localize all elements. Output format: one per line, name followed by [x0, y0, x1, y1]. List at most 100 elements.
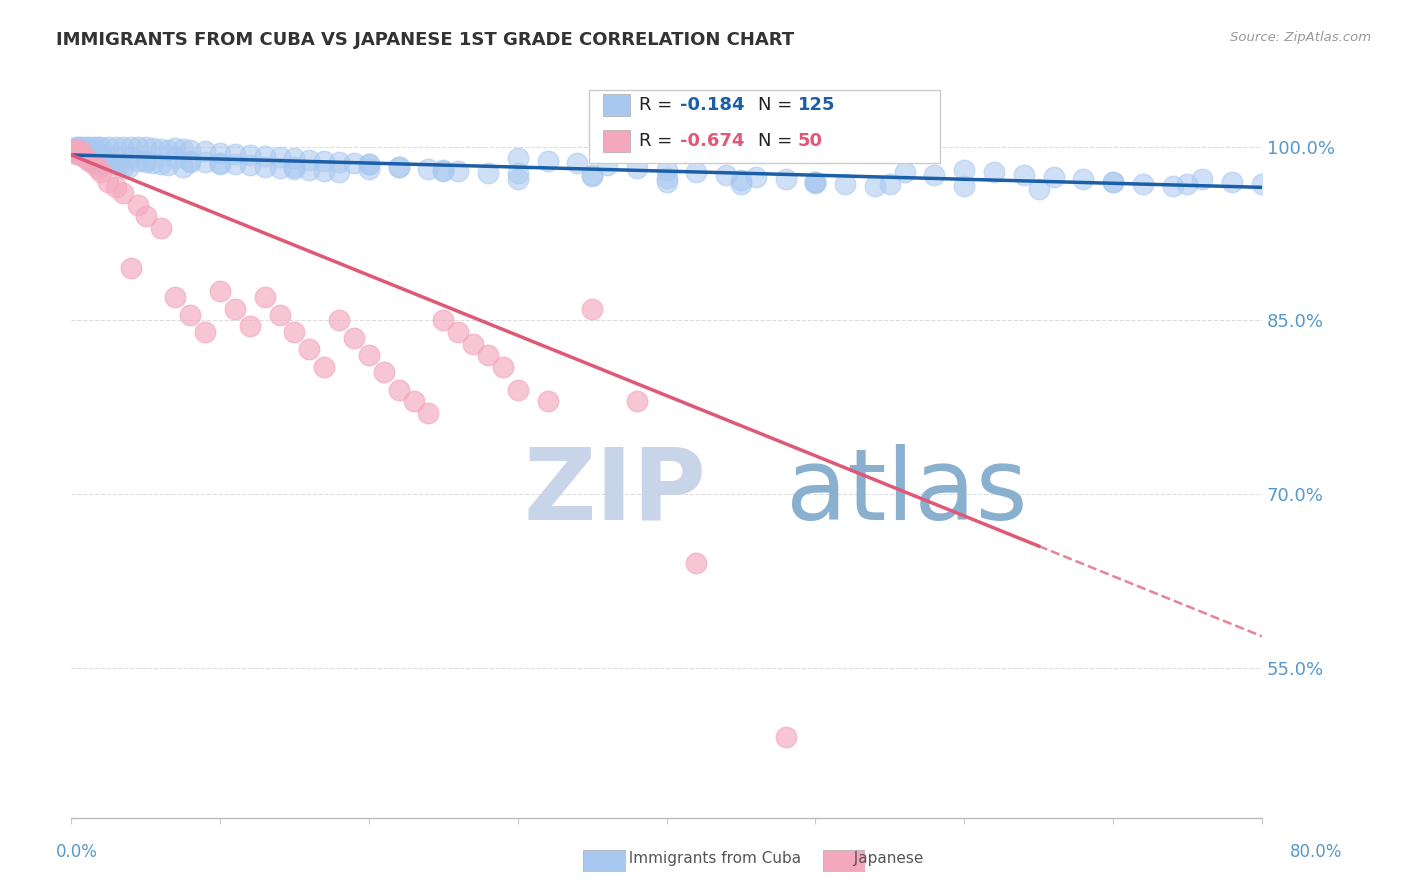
- Point: [120, 261, 142, 276]
- Point: [685, 557, 707, 571]
- Point: [283, 152, 305, 166]
- Point: [135, 140, 157, 154]
- Point: [775, 172, 797, 186]
- Text: atlas: atlas: [786, 443, 1028, 541]
- Point: [83, 157, 105, 171]
- Point: [84, 155, 107, 169]
- Point: [142, 141, 165, 155]
- Point: [194, 155, 217, 169]
- Text: Source: ZipAtlas.com: Source: ZipAtlas.com: [1230, 31, 1371, 45]
- Point: [655, 163, 678, 178]
- Point: [67, 144, 90, 158]
- Point: [804, 175, 827, 189]
- Point: [66, 145, 89, 160]
- Point: [432, 164, 454, 178]
- Point: [373, 366, 395, 380]
- Point: [1220, 175, 1243, 189]
- Point: [112, 140, 135, 154]
- Point: [626, 161, 648, 175]
- Point: [357, 157, 380, 171]
- Point: [127, 153, 149, 168]
- Point: [745, 169, 768, 184]
- Point: [269, 150, 291, 164]
- Point: [65, 145, 87, 159]
- Text: 50: 50: [797, 132, 823, 150]
- Point: [388, 160, 411, 174]
- Point: [87, 161, 110, 175]
- Point: [75, 150, 97, 164]
- Point: [70, 148, 93, 162]
- Point: [63, 145, 86, 159]
- Point: [581, 168, 603, 182]
- Point: [1177, 177, 1199, 191]
- Point: [1028, 181, 1050, 195]
- Point: [447, 164, 470, 178]
- Point: [879, 177, 901, 191]
- Point: [77, 153, 100, 168]
- Point: [97, 175, 120, 189]
- Point: [142, 156, 165, 170]
- Point: [283, 160, 305, 174]
- Point: [581, 301, 603, 316]
- Point: [209, 156, 232, 170]
- Point: [93, 153, 115, 167]
- Text: Immigrants from Cuba: Immigrants from Cuba: [619, 851, 801, 865]
- Point: [104, 150, 127, 164]
- Point: [90, 152, 112, 166]
- Point: [165, 290, 187, 304]
- Point: [179, 153, 201, 168]
- Point: [179, 308, 201, 322]
- Point: [492, 359, 515, 374]
- Point: [685, 165, 707, 179]
- Text: R =: R =: [640, 132, 678, 150]
- Point: [506, 172, 529, 186]
- Point: [83, 140, 105, 154]
- Point: [775, 730, 797, 744]
- Point: [120, 150, 142, 164]
- Point: [117, 161, 139, 175]
- Point: [112, 160, 135, 174]
- Point: [506, 383, 529, 397]
- Point: [536, 394, 558, 409]
- Point: [120, 140, 142, 154]
- Point: [953, 179, 976, 194]
- Point: [328, 313, 350, 327]
- Point: [253, 290, 276, 304]
- Point: [62, 142, 84, 156]
- Point: [477, 166, 499, 180]
- Point: [73, 142, 96, 156]
- Point: [194, 145, 217, 159]
- Point: [893, 165, 915, 179]
- Point: [89, 157, 111, 171]
- Point: [172, 142, 194, 156]
- Point: [97, 140, 120, 154]
- Point: [253, 149, 276, 163]
- Point: [135, 155, 157, 169]
- Point: [730, 173, 752, 187]
- Point: [67, 140, 90, 154]
- Point: [1012, 168, 1035, 182]
- Point: [80, 153, 103, 168]
- Point: [357, 157, 380, 171]
- Point: [72, 149, 94, 163]
- Point: [72, 149, 94, 163]
- Point: [581, 169, 603, 183]
- Point: [179, 144, 201, 158]
- Point: [357, 161, 380, 176]
- Point: [983, 165, 1005, 179]
- Point: [343, 156, 366, 170]
- Point: [77, 145, 100, 160]
- Point: [343, 331, 366, 345]
- Bar: [603, 130, 630, 153]
- Point: [90, 148, 112, 162]
- Point: [69, 146, 91, 161]
- Point: [298, 153, 321, 167]
- Point: [194, 325, 217, 339]
- Point: [165, 141, 187, 155]
- Point: [65, 145, 87, 160]
- Point: [87, 150, 110, 164]
- Point: [1161, 179, 1184, 194]
- Point: [714, 168, 737, 182]
- Text: 80.0%: 80.0%: [1291, 843, 1343, 861]
- Text: 0.0%: 0.0%: [56, 843, 98, 861]
